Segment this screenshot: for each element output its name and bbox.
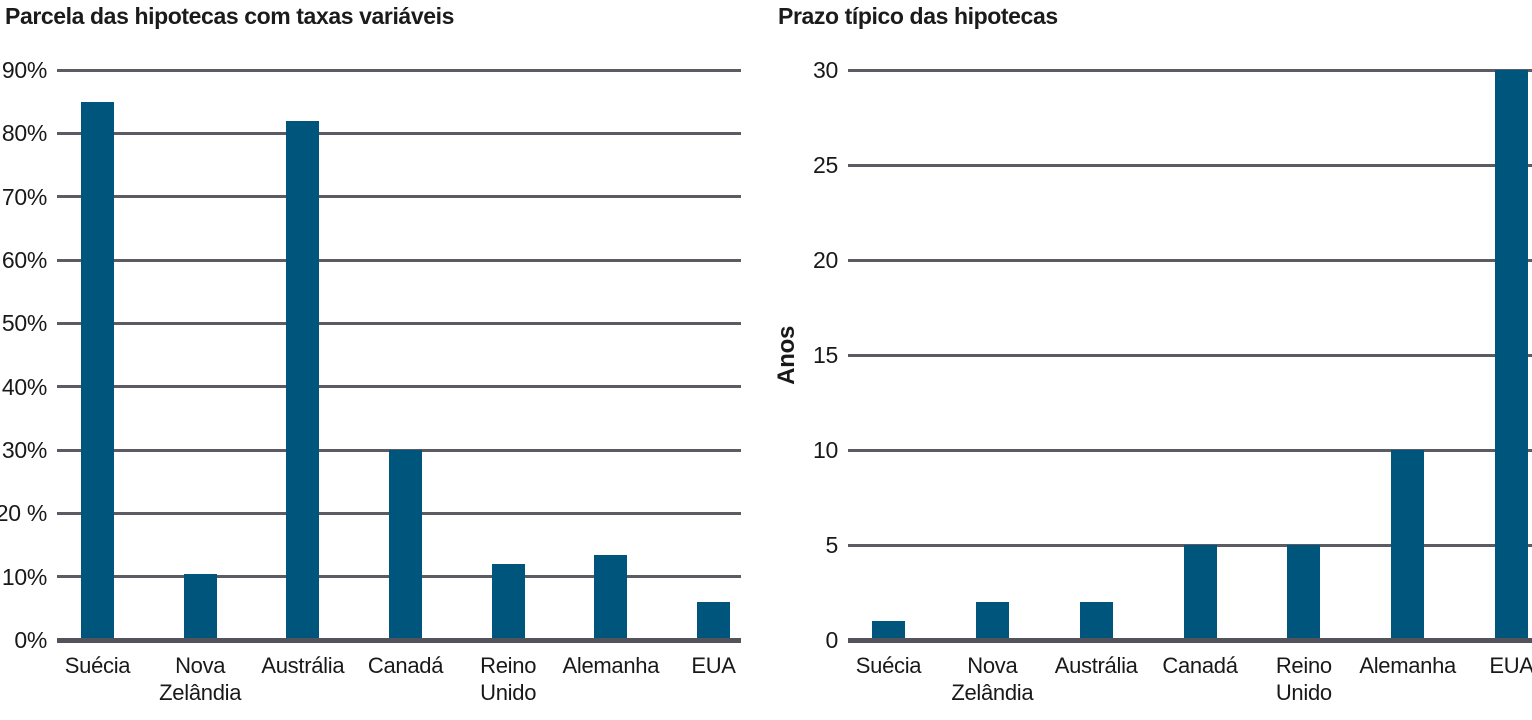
bar	[1079, 602, 1113, 640]
bar	[872, 621, 905, 640]
y-tick-label: 70%	[1, 183, 47, 210]
category-label: Canadá	[1162, 653, 1238, 678]
y-tick-label: 10%	[1, 563, 47, 590]
category-label: Austrália	[1054, 653, 1138, 678]
gridline	[848, 163, 1532, 167]
y-tick-label: 0%	[14, 627, 47, 653]
bar	[975, 602, 1009, 640]
chart-title: Prazo típico das hipotecas	[778, 3, 1058, 29]
category-label: Canadá	[367, 653, 444, 678]
y-tick-label: 20	[813, 247, 838, 273]
gridline	[848, 68, 1532, 72]
gridline	[57, 68, 741, 72]
y-tick-label: 90%	[1, 57, 47, 83]
bar	[81, 101, 114, 640]
x-axis-line	[848, 638, 1532, 643]
y-tick-label: 40%	[1, 373, 47, 400]
y-tick-label: 20 %	[0, 500, 47, 527]
category-label: Suécia	[64, 653, 131, 678]
gridline	[57, 321, 741, 325]
chart-title: Parcela das hipotecas com taxas variávei…	[5, 3, 454, 29]
category-label: EUA	[691, 653, 736, 678]
plot-area: 90% 80% 70% 60% 50% 40% 30% 20 % 10% 0% Suécia Nova…	[0, 57, 741, 705]
bar	[697, 602, 730, 640]
category-label: EUA	[1489, 653, 1532, 678]
category-label: Nova Zelândia	[159, 653, 242, 705]
y-tick-label: 30%	[1, 437, 47, 463]
y-tick-label: 30	[813, 57, 838, 83]
y-tick-label: 80%	[1, 120, 47, 147]
plot-area: 30 25 20 15 10 5 0 Suécia Nova Zelândia Austrália…	[813, 57, 1532, 705]
category-label: Reino Unido	[480, 653, 537, 705]
bar	[286, 120, 320, 640]
gridline	[57, 131, 741, 135]
bar	[1183, 545, 1217, 640]
gridline	[57, 195, 741, 199]
category-label: Alemanha	[562, 653, 660, 678]
gridline	[57, 385, 741, 389]
x-axis-line	[57, 638, 741, 643]
bar	[1391, 450, 1425, 640]
y-tick-label: 50%	[1, 310, 47, 337]
chart-typical-term: Prazo típico das hipotecas Anos 30 25 20 15…	[766, 0, 1532, 720]
category-label: Nova Zelândia	[951, 653, 1034, 705]
bar	[594, 554, 628, 640]
y-tick-label: 10	[813, 437, 838, 463]
category-label: Austrália	[261, 653, 345, 678]
gridline	[848, 258, 1532, 262]
chart-variable-rate-share: Parcela das hipotecas com taxas variávei…	[0, 3, 741, 705]
y-tick-label: 25	[813, 152, 838, 178]
y-tick-label: 0	[825, 627, 839, 653]
bar	[491, 564, 525, 640]
category-label: Alemanha	[1359, 653, 1456, 678]
y-tick-label: 60%	[1, 247, 47, 273]
category-label: Suécia	[855, 653, 922, 678]
gridline	[57, 258, 741, 262]
gridline	[848, 353, 1532, 357]
bar	[389, 450, 422, 640]
bar	[183, 573, 217, 640]
y-tick-label: 5	[825, 532, 839, 558]
category-label: Reino Unido	[1275, 653, 1332, 705]
gridline	[848, 448, 1532, 452]
y-tick-label: 15	[813, 342, 838, 368]
bar	[1495, 70, 1528, 640]
bar	[1287, 545, 1321, 640]
